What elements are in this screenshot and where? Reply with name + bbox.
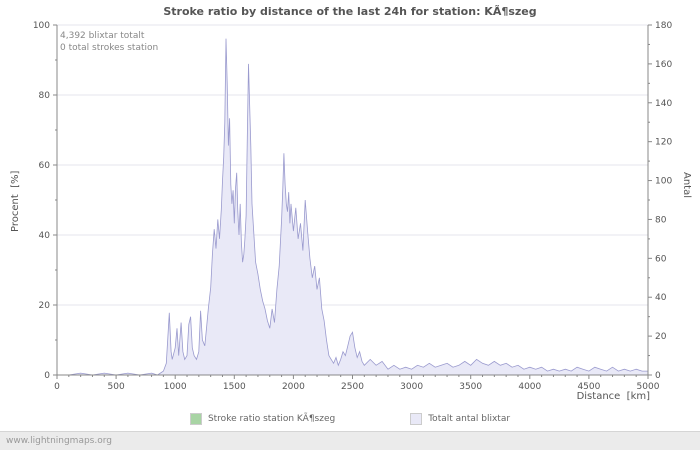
tick-label: 5000 <box>637 382 660 392</box>
legend-item-total-strokes: Totalt antal blixtar <box>410 413 510 425</box>
chart-annotations: 4,392 blixtar totalt 0 total strokes sta… <box>60 30 158 54</box>
tick-label: 500 <box>108 382 125 392</box>
y-axis-label-right: Antal <box>681 172 692 199</box>
tick-label: 0 <box>44 371 50 381</box>
tick-label: 80 <box>655 215 667 225</box>
total-strokes-area <box>57 38 649 376</box>
tick-label: 3000 <box>400 382 423 392</box>
tick-label: 180 <box>655 21 672 31</box>
site-link[interactable]: www.lightningmaps.org <box>6 436 112 446</box>
tick-label: 40 <box>655 293 667 303</box>
tick-label: 0 <box>655 371 661 381</box>
tick-label: 140 <box>655 99 672 109</box>
y-axis-label-left: Procent [%] <box>10 170 21 232</box>
chart-title: Stroke ratio by distance of the last 24h… <box>163 5 537 18</box>
legend-swatch-stroke-ratio <box>189 413 202 425</box>
tick-label: 120 <box>655 138 672 148</box>
legend: Stroke ratio station KÃ¶szeg Totalt anta… <box>0 413 700 425</box>
tick-label: 1000 <box>164 382 187 392</box>
tick-label: 20 <box>39 301 51 311</box>
tick-label: 40 <box>39 231 51 241</box>
tick-label: 2000 <box>282 382 305 392</box>
tick-label: 2500 <box>341 382 364 392</box>
tick-label: 60 <box>655 254 667 264</box>
tick-label: 60 <box>39 161 51 171</box>
legend-label-total-strokes: Totalt antal blixtar <box>428 414 511 424</box>
tick-label: 160 <box>655 60 672 70</box>
legend-item-stroke-ratio: Stroke ratio station KÃ¶szeg <box>189 413 336 425</box>
tick-label: 0 <box>54 382 60 392</box>
annotation-total-strokes: 4,392 blixtar totalt <box>60 31 145 41</box>
footer: www.lightningmaps.org <box>0 431 700 450</box>
tick-label: 4000 <box>518 382 541 392</box>
tick-label: 1500 <box>223 382 246 392</box>
tick-label: 20 <box>655 332 667 342</box>
tick-label: 100 <box>655 177 672 187</box>
legend-swatch-total-strokes <box>410 413 423 425</box>
annotation-station-strokes: 0 total strokes station <box>60 43 159 53</box>
x-axis-label: Distance [km] <box>576 391 650 402</box>
legend-label-stroke-ratio: Stroke ratio station KÃ¶szeg <box>207 414 336 424</box>
tick-label: 4500 <box>577 382 600 392</box>
tick-label: 100 <box>33 21 50 31</box>
tick-label: 3500 <box>459 382 482 392</box>
tick-label: 80 <box>39 91 51 101</box>
